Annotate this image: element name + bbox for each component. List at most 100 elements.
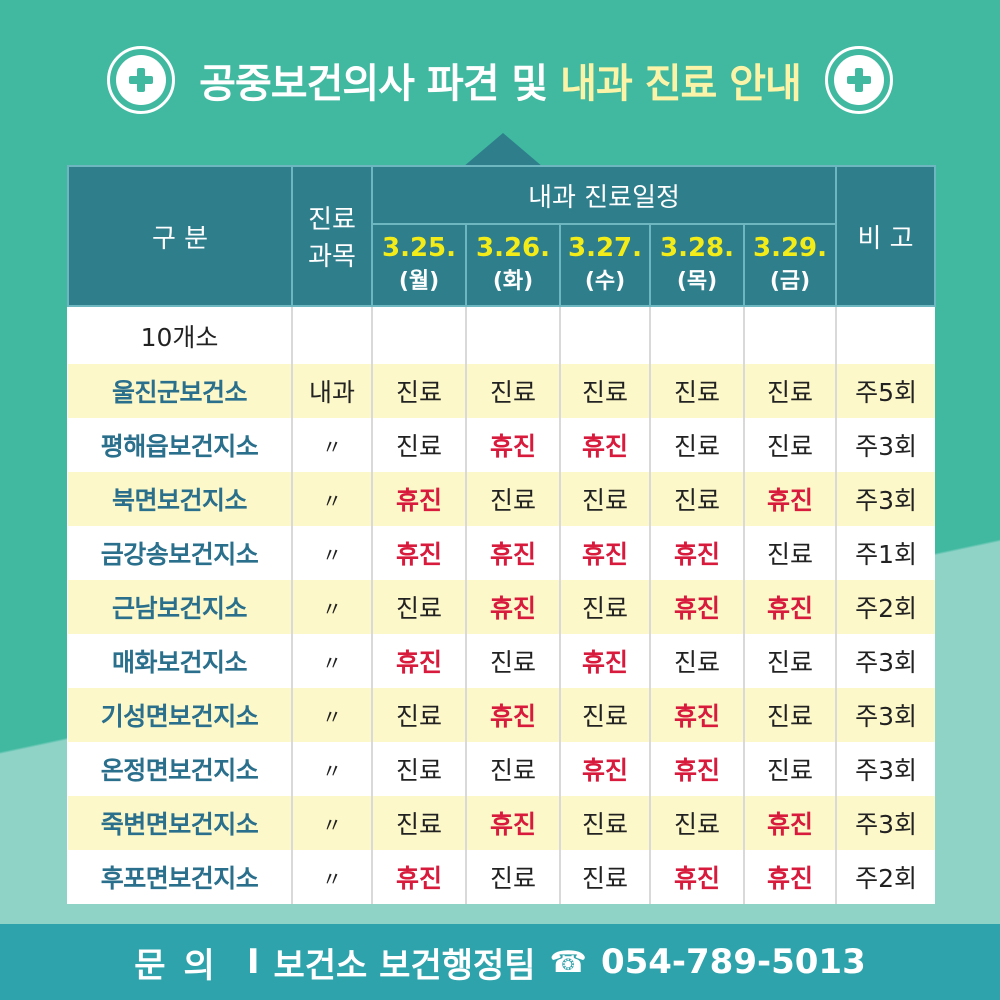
status-closed: 휴진 (465, 796, 560, 850)
footer-separator: I (246, 942, 260, 982)
status-open: 진료 (371, 688, 466, 742)
page-header: 공중보건의사 파견 및 내과 진료 안내 (0, 40, 1000, 120)
status-open: 진료 (559, 796, 650, 850)
status-open: 진료 (465, 850, 560, 904)
header-date: 3.25. (월) (371, 223, 467, 307)
status-open: 진료 (649, 364, 744, 418)
status-open: 진료 (742, 688, 837, 742)
frequency-note: 주3회 (835, 472, 936, 526)
frequency-note: 주3회 (835, 742, 936, 796)
status-open: 진료 (465, 742, 560, 796)
contact-footer: 문의 I 보건소 보건행정팀 ☎ 054-789-5013 (0, 924, 1000, 1000)
plus-circle-icon (107, 46, 176, 114)
frequency-note: 주3회 (835, 418, 936, 472)
date-label: 3.29. (753, 233, 828, 263)
status-open: 진료 (465, 364, 560, 418)
facility-name: 근남보건지소 (68, 580, 292, 634)
footer-phone[interactable]: 054-789-5013 (600, 942, 866, 982)
date-label: 3.28. (659, 233, 735, 263)
frequency-note: 주2회 (835, 850, 936, 904)
header-department: 진료 과목 (291, 165, 373, 307)
date-label: 3.27. (567, 233, 643, 263)
department-cell: 〃 (291, 472, 372, 526)
facility-name: 금강송보건지소 (68, 526, 292, 580)
header-category: 구 분 (67, 165, 293, 307)
status-open: 진료 (742, 418, 837, 472)
status-closed: 휴진 (371, 850, 466, 904)
status-closed: 휴진 (649, 526, 744, 580)
department-cell: 〃 (291, 634, 372, 688)
status-open: 진료 (465, 472, 560, 526)
header-date: 3.29. (금) (742, 223, 838, 307)
status-open: 진료 (371, 418, 466, 472)
table-row: 온정면보건지소 〃 진료 진료 휴진 휴진 진료 주3회 (68, 742, 936, 796)
table-row: 북면보건지소 〃 휴진 진료 진료 진료 휴진 주3회 (68, 472, 936, 526)
frequency-note: 주3회 (835, 796, 936, 850)
facility-name: 기성면보건지소 (68, 688, 292, 742)
table-row: 기성면보건지소 〃 진료 휴진 진료 휴진 진료 주3회 (68, 688, 936, 742)
date-label: 3.25. (381, 233, 457, 263)
header-note: 비 고 (835, 165, 937, 307)
status-open: 진료 (742, 526, 837, 580)
status-closed: 휴진 (371, 472, 466, 526)
title-pointer (463, 133, 543, 167)
empty-cell (371, 306, 466, 364)
status-open: 진료 (742, 364, 837, 418)
department-cell: 〃 (291, 742, 372, 796)
empty-cell (742, 306, 837, 364)
status-open: 진료 (649, 472, 744, 526)
summary-row: 10개소 (68, 306, 936, 364)
title-accent: 내과 진료 안내 (560, 61, 802, 107)
footer-label: 문의 (134, 945, 233, 986)
department-cell: 〃 (291, 418, 372, 472)
table-row: 평해읍보건지소 〃 진료 휴진 휴진 진료 진료 주3회 (68, 418, 936, 472)
empty-cell (835, 306, 936, 364)
table-row: 후포면보건지소 〃 휴진 진료 진료 휴진 휴진 주2회 (68, 850, 936, 904)
header-date: 3.27. (수) (559, 223, 651, 307)
status-closed: 휴진 (742, 472, 837, 526)
status-closed: 휴진 (371, 526, 466, 580)
status-open: 진료 (649, 796, 744, 850)
status-closed: 휴진 (559, 634, 650, 688)
status-closed: 휴진 (649, 580, 744, 634)
table-row: 매화보건지소 〃 휴진 진료 휴진 진료 진료 주3회 (68, 634, 936, 688)
status-closed: 휴진 (559, 418, 650, 472)
department-cell: 〃 (291, 688, 372, 742)
facility-name: 울진군보건소 (68, 364, 292, 418)
page-title: 공중보건의사 파견 및 내과 진료 안내 (199, 51, 802, 109)
status-open: 진료 (371, 580, 466, 634)
schedule-table-container: 구 분 진료 과목 내과 진료일정 비 고 3.25. (월) 3.26. (화) 3.… (67, 165, 937, 904)
weekday-label: (월) (398, 269, 440, 294)
status-closed: 휴진 (465, 580, 560, 634)
header-schedule: 내과 진료일정 (370, 165, 838, 225)
schedule-table: 구 분 진료 과목 내과 진료일정 비 고 3.25. (월) 3.26. (화) 3.… (67, 165, 937, 904)
telephone-icon: ☎ (549, 944, 587, 980)
department-cell: 〃 (291, 850, 372, 904)
plus-circle-icon (824, 46, 893, 114)
table-row: 근남보건지소 〃 진료 휴진 진료 휴진 휴진 주2회 (68, 580, 936, 634)
weekday-label: (금) (769, 269, 811, 294)
header-date: 3.26. (화) (465, 223, 561, 307)
frequency-note: 주3회 (835, 688, 936, 742)
status-open: 진료 (559, 688, 650, 742)
status-open: 진료 (371, 364, 466, 418)
table-row: 울진군보건소 내과 진료 진료 진료 진료 진료 주5회 (68, 364, 936, 418)
table-row: 죽변면보건지소 〃 진료 휴진 진료 진료 휴진 주3회 (68, 796, 936, 850)
facility-name: 죽변면보건지소 (68, 796, 292, 850)
status-open: 진료 (742, 742, 837, 796)
status-open: 진료 (371, 796, 466, 850)
status-closed: 휴진 (649, 688, 744, 742)
status-closed: 휴진 (559, 526, 650, 580)
status-closed: 휴진 (742, 796, 837, 850)
status-open: 진료 (742, 634, 837, 688)
status-closed: 휴진 (649, 850, 744, 904)
status-open: 진료 (649, 418, 744, 472)
facility-name: 온정면보건지소 (68, 742, 292, 796)
department-cell: 〃 (291, 580, 372, 634)
frequency-note: 주2회 (835, 580, 936, 634)
status-closed: 휴진 (465, 418, 560, 472)
facility-name: 후포면보건지소 (68, 850, 292, 904)
title-main: 공중보건의사 파견 및 (199, 61, 548, 107)
empty-cell (649, 306, 744, 364)
status-closed: 휴진 (559, 742, 650, 796)
